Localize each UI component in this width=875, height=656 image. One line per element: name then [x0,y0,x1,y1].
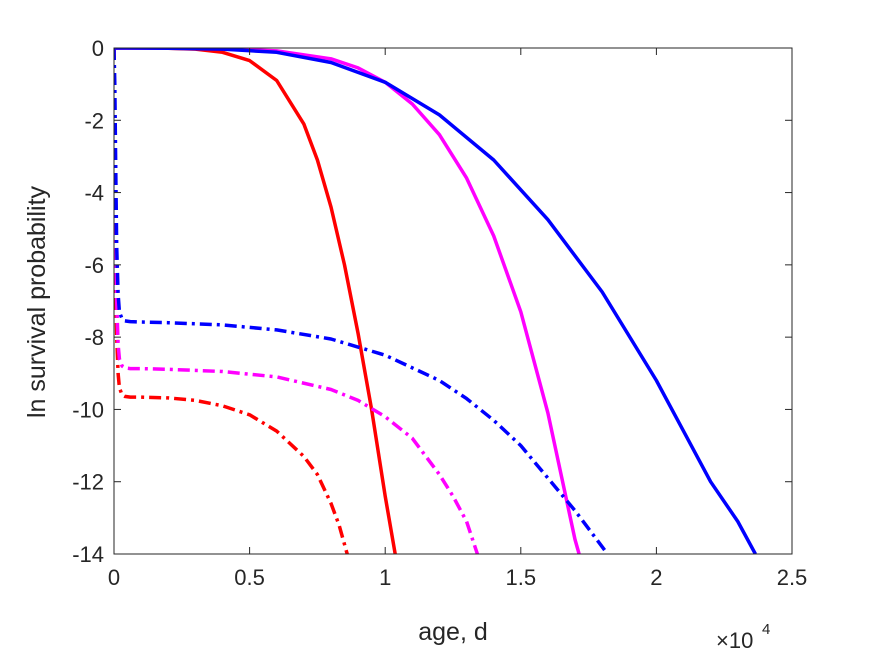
series-line-6 [114,48,609,554]
plot-area [114,48,792,554]
y-tick-label: -12 [72,470,104,495]
x-tick-label: 1.5 [506,565,537,590]
x-multiplier: ×10 [716,628,753,653]
x-tick-label: 0 [108,565,120,590]
axes-box [113,47,793,555]
y-tick-label: -10 [72,397,104,422]
x-axis-label: age, d [418,618,488,646]
x-tick-label: 2.5 [777,565,808,590]
y-tick-label: -14 [72,542,104,567]
series-line-4 [114,48,349,554]
y-tick-label: 0 [92,36,104,61]
y-tick-label: -2 [84,108,104,133]
y-tick-label: -4 [84,181,104,206]
y-axis-label: ln survival probability [23,185,51,418]
y-tick-label: -8 [84,325,104,350]
series-layer [114,48,757,554]
x-tick-label: 2 [650,565,662,590]
x-multiplier-exponent: 4 [762,621,770,638]
x-tick-label: 1 [379,565,391,590]
y-tick-label: -6 [84,253,104,278]
series-line-5 [114,48,480,554]
tick-layer: 0 0.5 1 1.5 2 2.5 0 -2 -4 -6 -8 -10 -12 -14 [72,36,807,590]
x-tick-label: 0.5 [234,565,265,590]
series-line-3 [114,48,757,554]
